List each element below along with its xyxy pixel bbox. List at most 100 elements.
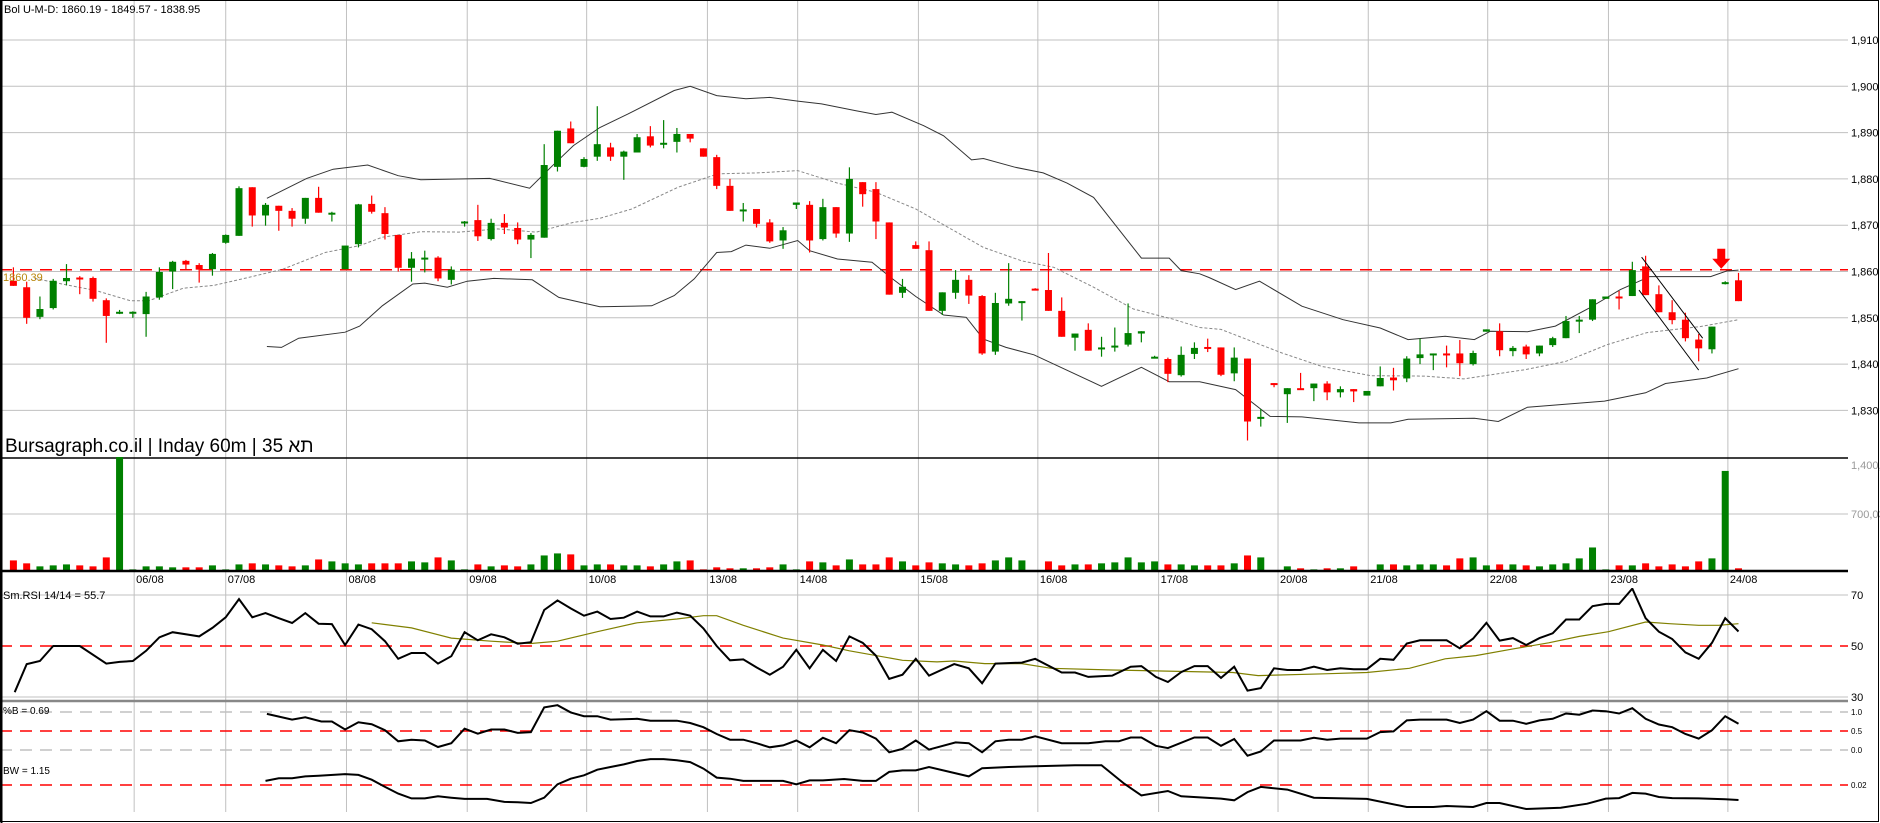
candle[interactable]	[1589, 299, 1597, 322]
candle[interactable]	[1270, 383, 1278, 388]
volume-bar[interactable]	[753, 568, 761, 571]
volume-bar[interactable]	[952, 564, 960, 571]
volume-bar[interactable]	[898, 561, 906, 571]
volume-bar[interactable]	[1098, 563, 1106, 571]
volume-bar[interactable]	[819, 562, 827, 571]
volume-bar[interactable]	[1389, 564, 1397, 571]
volume-bar[interactable]	[912, 565, 920, 571]
volume-bar[interactable]	[1044, 561, 1052, 571]
candle[interactable]	[434, 256, 442, 282]
volume-bar[interactable]	[195, 567, 203, 571]
candle[interactable]	[1031, 288, 1039, 291]
candle[interactable]	[673, 127, 681, 153]
candle[interactable]	[1535, 345, 1543, 357]
candle[interactable]	[686, 133, 694, 143]
candle[interactable]	[315, 186, 323, 213]
candle[interactable]	[753, 208, 761, 228]
candle[interactable]	[1111, 327, 1119, 352]
candle[interactable]	[965, 275, 973, 304]
candle[interactable]	[381, 207, 389, 240]
volume-bar[interactable]	[408, 561, 415, 571]
volume-bar[interactable]	[1615, 565, 1623, 571]
volume-bar[interactable]	[872, 564, 880, 571]
candle[interactable]	[1310, 383, 1318, 402]
volume-bar[interactable]	[646, 566, 654, 571]
volume-bar[interactable]	[328, 561, 336, 571]
volume-bar[interactable]	[806, 561, 814, 571]
candle[interactable]	[713, 154, 721, 190]
candle[interactable]	[1124, 303, 1132, 347]
volume-bar[interactable]	[1244, 555, 1252, 571]
volume-bar[interactable]	[1681, 566, 1689, 571]
candle[interactable]	[76, 276, 84, 295]
candle[interactable]	[1389, 367, 1397, 391]
volume-bar[interactable]	[36, 566, 44, 571]
candle[interactable]	[288, 208, 296, 227]
candle[interactable]	[461, 221, 469, 227]
candle[interactable]	[394, 234, 402, 272]
candle[interactable]	[1350, 389, 1358, 403]
candle[interactable]	[1257, 409, 1265, 427]
volume-bar[interactable]	[116, 457, 124, 571]
volume-bar[interactable]	[1350, 566, 1358, 571]
candle[interactable]	[872, 182, 880, 240]
candle[interactable]	[1549, 336, 1557, 347]
volume-bar[interactable]	[1111, 562, 1119, 571]
volume-bar[interactable]	[1509, 564, 1517, 571]
volume-panel[interactable]	[0, 457, 1848, 573]
candle[interactable]	[646, 126, 654, 148]
candle[interactable]	[779, 227, 787, 249]
volume-bar[interactable]	[1535, 566, 1543, 571]
candle[interactable]	[1429, 353, 1437, 371]
volume-bar[interactable]	[726, 568, 734, 571]
candle[interactable]	[500, 214, 508, 234]
candle[interactable]	[859, 182, 867, 207]
volume-bar[interactable]	[1575, 558, 1583, 571]
candle[interactable]	[1230, 347, 1238, 382]
volume-bar[interactable]	[1708, 558, 1716, 571]
candle[interactable]	[1071, 333, 1079, 351]
volume-bar[interactable]	[1522, 565, 1530, 571]
candle[interactable]	[845, 167, 853, 242]
candle[interactable]	[1376, 366, 1384, 387]
candle[interactable]	[1575, 315, 1583, 334]
volume-bar[interactable]	[620, 565, 628, 571]
rsi-panel[interactable]	[0, 588, 1848, 703]
volume-bar[interactable]	[248, 563, 256, 571]
volume-bar[interactable]	[660, 564, 668, 571]
volume-bar[interactable]	[421, 562, 429, 571]
volume-bar[interactable]	[1084, 564, 1092, 571]
percent-b-panel[interactable]	[0, 704, 1848, 757]
volume-bar[interactable]	[1721, 470, 1729, 571]
candle[interactable]	[408, 252, 415, 282]
candle[interactable]	[766, 219, 774, 243]
volume-bar[interactable]	[500, 565, 508, 571]
candle[interactable]	[1735, 272, 1742, 302]
candle[interactable]	[567, 121, 575, 144]
candle[interactable]	[819, 198, 827, 241]
volume-bar[interactable]	[885, 557, 893, 571]
volume-bar[interactable]	[49, 565, 57, 571]
volume-bar[interactable]	[1589, 547, 1597, 571]
candle[interactable]	[1204, 338, 1212, 353]
volume-bar[interactable]	[1058, 565, 1066, 571]
volume-bar[interactable]	[1071, 564, 1079, 571]
volume-bar[interactable]	[102, 557, 110, 571]
volume-bar[interactable]	[1177, 564, 1185, 571]
volume-bar[interactable]	[381, 563, 389, 571]
volume-bar[interactable]	[739, 568, 747, 571]
candle[interactable]	[36, 296, 44, 320]
volume-bar[interactable]	[991, 560, 999, 571]
candle[interactable]	[1695, 334, 1703, 362]
volume-bar[interactable]	[1018, 560, 1026, 571]
candle[interactable]	[1363, 390, 1371, 396]
candle[interactable]	[49, 278, 57, 310]
volume-bar[interactable]	[1376, 564, 1384, 571]
volume-bar[interactable]	[845, 559, 853, 571]
volume-bar[interactable]	[567, 554, 575, 571]
candle[interactable]	[1562, 315, 1570, 339]
volume-bar[interactable]	[925, 562, 933, 571]
volume-bar[interactable]	[155, 566, 163, 571]
volume-bar[interactable]	[76, 565, 84, 571]
volume-bar[interactable]	[779, 564, 787, 571]
